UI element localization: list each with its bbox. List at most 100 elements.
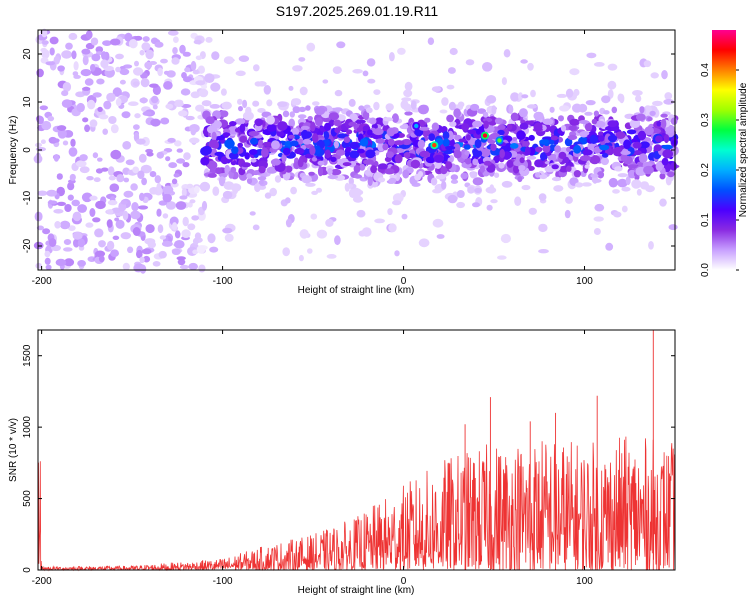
spectrogram-cell — [483, 160, 492, 166]
spectrogram-cell — [190, 127, 197, 136]
spectrogram-cell — [44, 250, 51, 258]
spectrogram-cell — [568, 125, 577, 131]
spectrogram-cell — [137, 170, 145, 179]
spectrogram-cell — [108, 175, 116, 181]
spectrogram-cell — [442, 131, 450, 140]
spectrogram-cell — [335, 149, 346, 156]
spectrogram-cell — [63, 258, 75, 267]
spectrogram-cell — [353, 165, 361, 173]
spectrogram-cell — [643, 60, 652, 68]
spectrogram-cell — [567, 134, 578, 141]
spectrogram-cell — [594, 203, 605, 212]
spectrogram-cell — [224, 164, 230, 175]
spectrogram-cell — [142, 255, 151, 263]
spectrogram-cell — [428, 133, 436, 142]
spectrogram-cell — [57, 65, 65, 72]
spectrogram-cell — [123, 190, 134, 198]
spectrogram-cell — [586, 52, 597, 59]
spectrogram-cell — [121, 111, 131, 119]
spectrogram-cell — [292, 65, 303, 72]
spectrogram-cell — [195, 80, 206, 86]
spectrogram-cell — [506, 159, 514, 168]
spectrogram-cell — [410, 159, 421, 169]
spectrogram-cell — [114, 217, 120, 222]
spectrogram-cell — [325, 218, 334, 227]
spectrogram-cell — [670, 117, 678, 125]
spectrogram-cell — [288, 85, 294, 91]
spectrogram-cell — [174, 140, 182, 147]
spectrogram-cell — [483, 120, 489, 129]
spectrogram-cell — [238, 106, 243, 112]
spectrogram-y-label: Frequency (Hz) — [8, 116, 19, 185]
spectrogram-cell — [67, 194, 74, 201]
spectrogram-cell — [615, 131, 626, 139]
spectrogram-cell — [98, 255, 105, 263]
spectrogram-cell — [327, 168, 333, 176]
spectrogram-cell — [292, 106, 301, 114]
spectrogram-cell — [53, 154, 60, 162]
spectrogram-cell — [530, 89, 536, 98]
spectrogram-cell — [621, 186, 631, 192]
spectrogram-cell — [242, 111, 254, 121]
snr-x-tick-label: 0 — [401, 576, 407, 587]
spectrogram-cell — [139, 49, 145, 56]
spectrogram-cell — [149, 187, 159, 195]
spectrogram-cell — [224, 233, 234, 242]
spectrogram-cell — [290, 186, 297, 195]
spectrogram-cell — [346, 129, 353, 135]
spectrogram-cell — [158, 250, 167, 259]
spectrogram-cell — [564, 209, 571, 219]
spectrogram-cell — [607, 63, 618, 71]
spectrogram-cell — [119, 68, 130, 76]
spectrogram-cell — [198, 88, 209, 98]
spectrogram-cell — [41, 40, 49, 45]
spectrogram-cell — [524, 146, 531, 156]
spectrogram-cell — [312, 101, 320, 106]
spectrogram-cell — [221, 101, 232, 110]
spectrogram-cell — [64, 204, 72, 212]
spectrogram-cell — [611, 106, 618, 114]
spectrogram-cell — [384, 156, 392, 162]
spectrogram-cell — [589, 155, 601, 165]
spectrogram-cell — [653, 144, 662, 152]
spectrogram-cell — [89, 195, 98, 201]
spectrogram-cell — [519, 122, 529, 130]
spectrogram-cell — [102, 128, 108, 135]
spectrogram-cell — [387, 138, 395, 146]
spectrogram-cell — [220, 110, 229, 118]
spectrogram-cell — [349, 113, 358, 122]
spectrogram-cell — [404, 81, 413, 91]
spectrogram-cell — [621, 205, 628, 213]
spectrogram-cell — [528, 207, 537, 215]
spectrogram-cell — [62, 82, 72, 92]
spectrogram-cell — [266, 115, 275, 125]
spectrogram-cell — [218, 176, 226, 187]
spectrogram-cell — [132, 81, 140, 86]
spectrogram-cell — [388, 177, 397, 184]
spectrogram-cell — [41, 28, 48, 38]
spectrogram-cell — [141, 177, 148, 186]
spectrogram-cell — [154, 41, 164, 48]
spectrogram-cell — [650, 72, 659, 79]
spectrogram-cell — [289, 111, 295, 118]
colorbar-label: Normalized spectral amplitude — [738, 82, 749, 217]
spectrogram-cell — [475, 128, 481, 135]
spectrogram-cell — [95, 168, 103, 174]
spectrogram-cell — [147, 241, 156, 249]
spectrogram-cell — [518, 108, 528, 118]
spectrogram-cell — [538, 249, 549, 254]
spectrogram-cell — [139, 97, 148, 104]
spectrogram-cell — [139, 264, 147, 274]
spectrogram-cell — [35, 262, 42, 269]
spectrogram-cell — [61, 90, 69, 97]
spectrogram-cell — [305, 182, 316, 187]
spectrogram-cell — [472, 202, 480, 208]
spectrogram-cell — [82, 117, 89, 123]
spectrogram-cell — [401, 138, 412, 146]
spectrogram-cell — [510, 92, 520, 102]
spectrogram-cell — [348, 98, 356, 107]
spectrogram-cell — [527, 62, 534, 71]
spectrogram-cell — [470, 103, 480, 111]
spectrogram-cell — [528, 134, 535, 141]
